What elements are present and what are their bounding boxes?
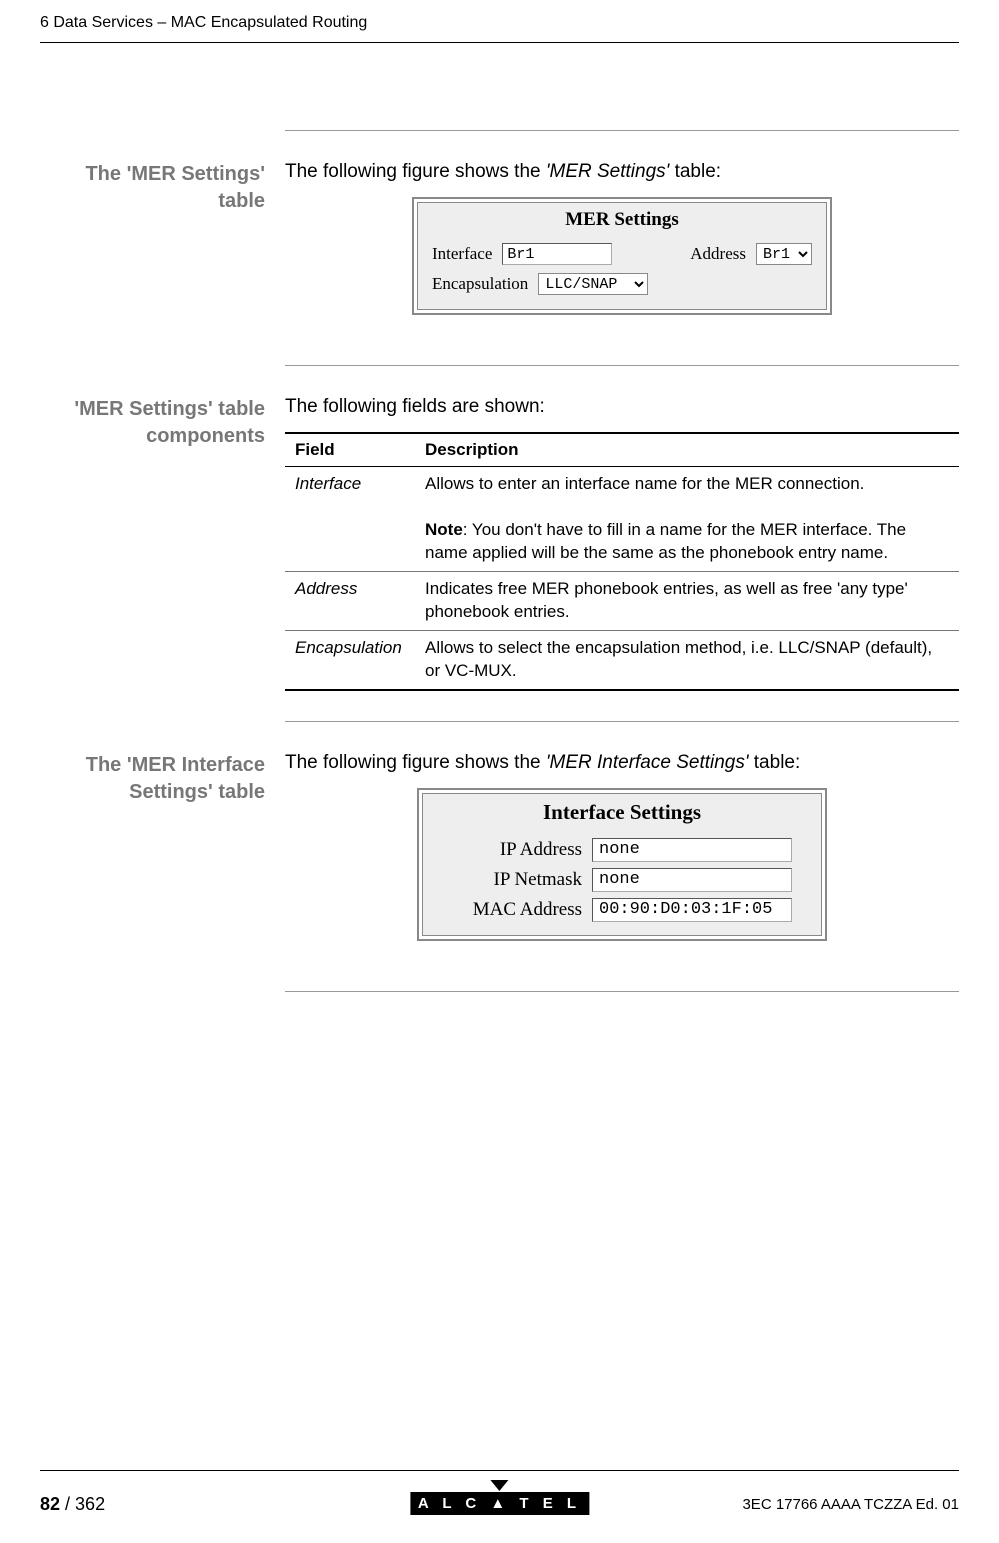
col-header-description: Description: [415, 433, 959, 467]
ip-netmask-input[interactable]: [592, 868, 792, 892]
side-label: 'MER Settings' table components: [40, 396, 265, 691]
side-label-line2: components: [146, 425, 265, 447]
alcatel-logo: A L C ▲ T E L: [410, 1480, 589, 1515]
text-em: 'MER Settings': [546, 161, 669, 182]
interface-input[interactable]: [502, 243, 612, 265]
panel-inner: MER Settings Interface Address Br1 Encap…: [417, 202, 827, 310]
text-post: table:: [749, 752, 801, 773]
table-row: Interface Allows to enter an interface n…: [285, 467, 959, 572]
cell-description: Indicates free MER phonebook entries, as…: [415, 571, 959, 630]
section-components: 'MER Settings' table components The foll…: [40, 396, 959, 691]
side-label-line1: 'MER Settings' table: [74, 398, 265, 420]
desc-line: Allows to enter an interface name for th…: [425, 474, 864, 493]
panel-inner: Interface Settings IP Address IP Netmask…: [422, 793, 822, 936]
main-column: The following fields are shown: Field De…: [285, 396, 959, 691]
interface-settings-figure: Interface Settings IP Address IP Netmask…: [417, 788, 827, 941]
cell-field: Encapsulation: [285, 630, 415, 689]
col-header-field: Field: [285, 433, 415, 467]
ip-address-input[interactable]: [592, 838, 792, 862]
table-header-row: Field Description: [285, 433, 959, 467]
page-number: 82 / 362: [40, 1494, 105, 1515]
table-row: Address Indicates free MER phonebook ent…: [285, 571, 959, 630]
header-rule: [40, 42, 959, 43]
mer-settings-figure: MER Settings Interface Address Br1 Encap…: [412, 197, 832, 315]
field-description-table: Field Description Interface Allows to en…: [285, 432, 959, 691]
note-text: : You don't have to fill in a name for t…: [425, 520, 906, 562]
intro-text: The following fields are shown:: [285, 396, 959, 418]
chapter-header: 6 Data Services – MAC Encapsulated Routi…: [40, 14, 367, 32]
page-footer: 82 / 362 A L C ▲ T E L 3EC 17766 AAAA TC…: [40, 1494, 959, 1515]
side-label: The 'MER Interface Settings' table: [40, 752, 265, 961]
text-post: table:: [669, 161, 721, 182]
cell-field: Interface: [285, 467, 415, 572]
divider: [285, 721, 959, 722]
section-mer-settings: The 'MER Settings' table The following f…: [40, 161, 959, 335]
ip-address-label: IP Address: [437, 839, 592, 861]
intro-text: The following figure shows the 'MER Sett…: [285, 161, 959, 183]
footer-rule: [40, 1470, 959, 1471]
content-area: The 'MER Settings' table The following f…: [40, 100, 959, 1022]
page-sep: /: [60, 1494, 75, 1514]
text-pre: The following figure shows the: [285, 161, 546, 182]
mac-address-label: MAC Address: [437, 899, 592, 921]
panel-outer: Interface Settings IP Address IP Netmask…: [417, 788, 827, 941]
page-total: 362: [75, 1494, 105, 1514]
panel-title: MER Settings: [418, 203, 826, 239]
mac-address-input[interactable]: [592, 898, 792, 922]
cell-description: Allows to enter an interface name for th…: [415, 467, 959, 572]
text-em: 'MER Interface Settings': [546, 752, 749, 773]
ip-netmask-label: IP Netmask: [437, 869, 592, 891]
panel-title: Interface Settings: [423, 794, 821, 835]
interface-label: Interface: [432, 244, 492, 264]
logo-triangle-icon: [491, 1480, 509, 1491]
side-label-line1: The 'MER Interface: [86, 754, 265, 776]
cell-field: Address: [285, 571, 415, 630]
field-row: IP Address: [423, 835, 821, 865]
document-id: 3EC 17766 AAAA TCZZA Ed. 01: [742, 1496, 959, 1513]
side-label: The 'MER Settings' table: [40, 161, 265, 335]
field-row: IP Netmask: [423, 865, 821, 895]
fields-row-2: Encapsulation LLC/SNAP: [418, 269, 826, 299]
text-pre: The following figure shows the: [285, 752, 546, 773]
divider: [285, 991, 959, 992]
cell-description: Allows to select the encapsulation metho…: [415, 630, 959, 689]
intro-text: The following figure shows the 'MER Inte…: [285, 752, 959, 774]
table-row: Encapsulation Allows to select the encap…: [285, 630, 959, 689]
section-interface-settings: The 'MER Interface Settings' table The f…: [40, 752, 959, 961]
side-label-line2: table: [218, 190, 265, 212]
fields-row-1: Interface Address Br1: [418, 239, 826, 269]
note-label: Note: [425, 520, 463, 539]
page-current: 82: [40, 1494, 60, 1514]
encapsulation-select[interactable]: LLC/SNAP: [538, 273, 648, 295]
side-label-line2: Settings' table: [129, 781, 265, 803]
side-label-line1: The 'MER Settings': [85, 163, 265, 185]
divider: [285, 130, 959, 131]
encapsulation-label: Encapsulation: [432, 274, 528, 294]
main-column: The following figure shows the 'MER Inte…: [285, 752, 959, 961]
field-row: MAC Address: [423, 895, 821, 925]
divider: [285, 365, 959, 366]
main-column: The following figure shows the 'MER Sett…: [285, 161, 959, 335]
address-select[interactable]: Br1: [756, 243, 812, 265]
panel-outer: MER Settings Interface Address Br1 Encap…: [412, 197, 832, 315]
logo-text: A L C ▲ T E L: [410, 1492, 589, 1515]
address-label: Address: [690, 244, 746, 264]
